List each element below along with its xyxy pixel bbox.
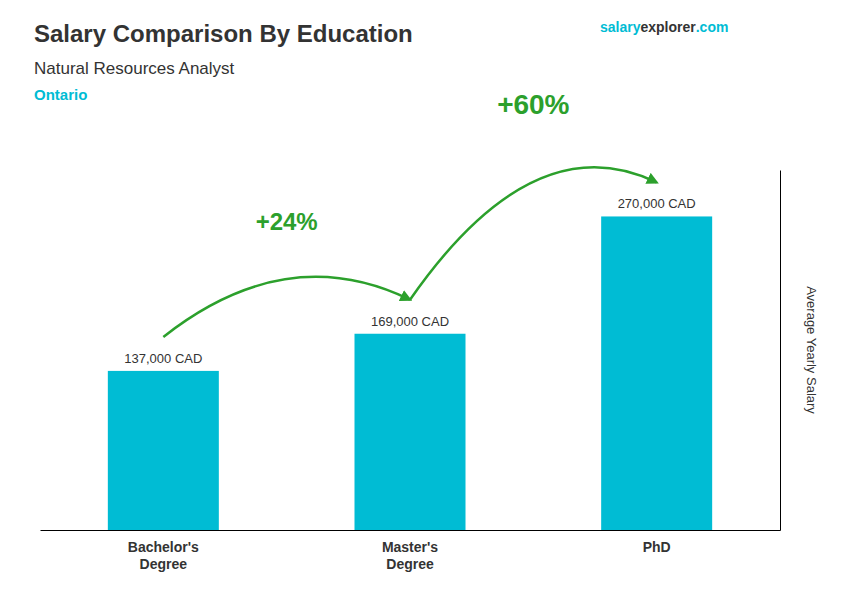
y-axis (780, 171, 781, 531)
plot: Bachelor'sDegreeMaster'sDegreePhD137,000… (41, 89, 781, 572)
data-label: 169,000 CAD (371, 314, 449, 329)
x-tick-label: Master'sDegree (382, 539, 438, 572)
x-tick-label: Bachelor'sDegree (128, 539, 199, 572)
data-label: 137,000 CAD (124, 351, 202, 366)
watermark: explorer (640, 19, 696, 35)
bar (108, 371, 219, 530)
x-axis: Bachelor'sDegreeMaster'sDegreePhD (41, 531, 781, 572)
x-tick-label-line: Master's (382, 539, 438, 555)
bars (108, 216, 712, 530)
y-axis-line (780, 171, 781, 531)
arrow (163, 277, 410, 337)
subtitle: Natural Resources Analyst (34, 59, 235, 78)
x-axis-line (41, 530, 781, 531)
data-label: 270,000 CAD (618, 196, 696, 211)
data-labels: 137,000 CAD 169,000 CAD 270,000 CAD (124, 196, 695, 365)
bar (601, 216, 712, 530)
chart: Salary Comparison By Education Natural Re… (0, 0, 850, 606)
x-tick-label-line: Degree (140, 556, 188, 572)
x-tick: Bachelor'sDegree (128, 539, 199, 572)
watermark: salary (600, 19, 641, 35)
x-tick: Master'sDegree (382, 539, 438, 572)
region: Ontario (34, 86, 87, 103)
annotations: +24% +60% (163, 89, 656, 337)
arrow (410, 167, 657, 299)
x-tick-label-line: PhD (643, 539, 671, 555)
watermark: .com (696, 19, 729, 35)
annotation: +24% (256, 208, 318, 235)
x-tick-label-line: Bachelor's (128, 539, 199, 555)
x-tick: PhD (643, 539, 671, 555)
x-tick-label: PhD (643, 539, 671, 555)
bar (355, 334, 466, 530)
annotation: +60% (497, 89, 569, 120)
x-tick-label-line: Degree (386, 556, 434, 572)
title: Salary Comparison By Education (34, 20, 413, 47)
y-axis-label: Average Yearly Salary (804, 286, 819, 414)
